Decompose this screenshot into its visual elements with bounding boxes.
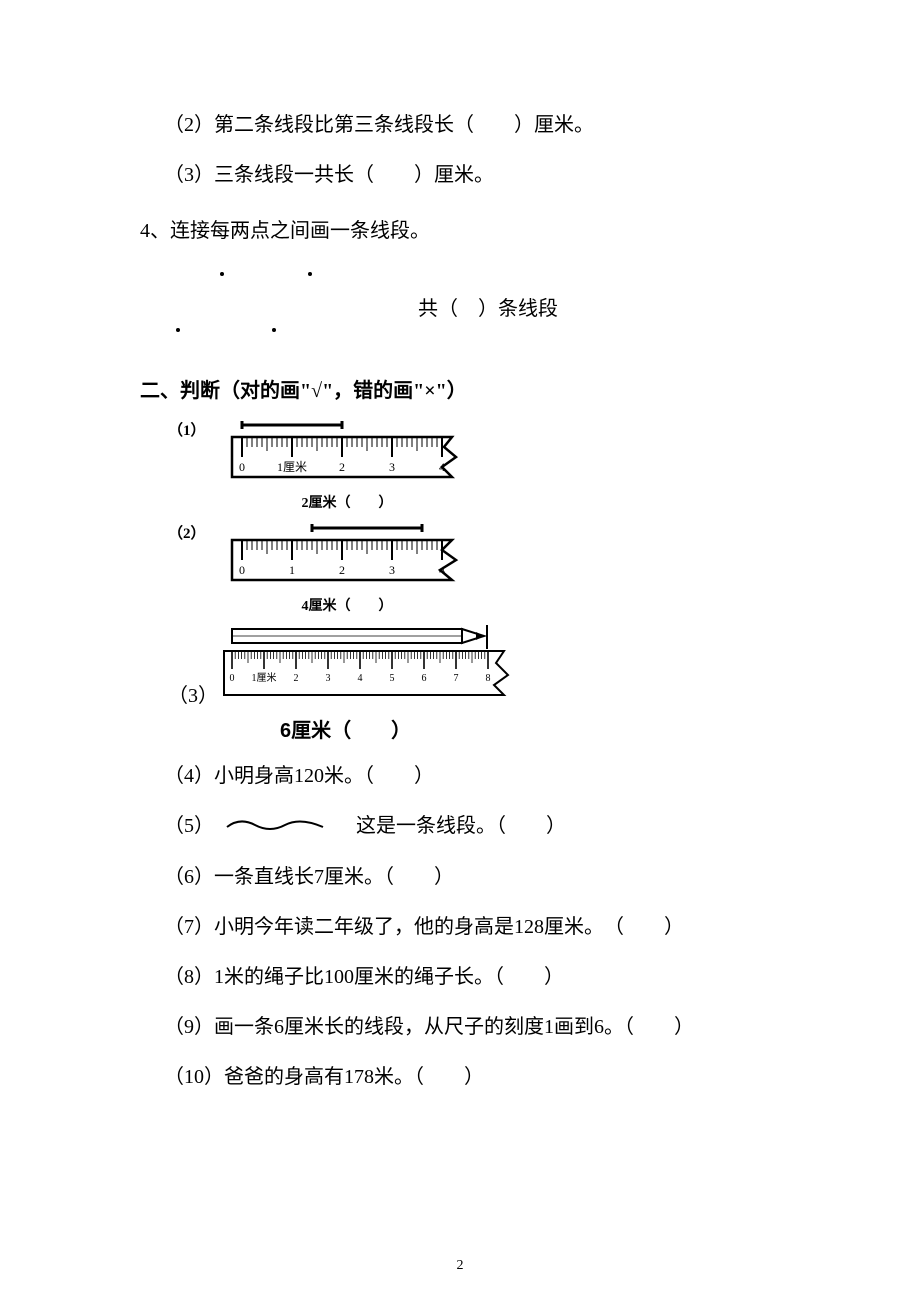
svg-text:3: 3 xyxy=(389,460,395,474)
svg-text:4: 4 xyxy=(439,460,445,474)
ruler-3-index: （3） xyxy=(168,679,218,708)
q3-2-text: （2）第二条线段比第三条线段长（ ）厘米。 xyxy=(164,110,800,140)
judge-6: （6）一条直线长7厘米。（ ） xyxy=(164,862,800,892)
svg-text:8: 8 xyxy=(486,673,491,684)
svg-text:2: 2 xyxy=(339,460,345,474)
svg-text:6: 6 xyxy=(422,673,427,684)
judge-9: （9）画一条6厘米长的线段，从尺子的刻度1画到6。（ ） xyxy=(164,1012,800,1042)
ruler-2-caption: 4厘米（ ） xyxy=(212,595,482,615)
q3-3-text: （3）三条线段一共长（ ）厘米。 xyxy=(164,160,800,190)
ruler-3-block: （3） xyxy=(162,623,482,708)
judge-8: （8）1米的绳子比100厘米的绳子长。（ ） xyxy=(164,962,800,992)
ruler-3-svg: 0 1厘米 2 3 4 5 6 7 8 xyxy=(212,623,512,703)
q4-title: 4、连接每两点之间画一条线段。 xyxy=(140,216,800,246)
svg-text:0: 0 xyxy=(239,563,245,577)
svg-text:1厘米: 1厘米 xyxy=(252,671,277,684)
svg-text:3: 3 xyxy=(326,673,331,684)
svg-text:2: 2 xyxy=(294,673,299,684)
q4-dot xyxy=(308,272,312,276)
judge-10: （10）爸爸的身高有178米。（ ） xyxy=(164,1062,800,1092)
wavy-line-icon xyxy=(225,812,325,842)
ruler-3-caption: 6厘米（ ） xyxy=(280,714,800,743)
ruler-1-label1: 1厘米 xyxy=(277,460,307,474)
judge-4: （4）小明身高120米。（ ） xyxy=(164,761,800,791)
q4-right-label: 共（ ）条线段 xyxy=(418,292,558,321)
judge-5-post: 这是一条线段。（ ） xyxy=(336,815,566,837)
ruler-1-index: （1） xyxy=(168,419,206,440)
worksheet-page: （2）第二条线段比第三条线段长（ ）厘米。 （3）三条线段一共长（ ）厘米。 4… xyxy=(0,0,920,1302)
svg-text:4: 4 xyxy=(439,563,445,577)
ruler-1-block: （1） xyxy=(162,417,482,518)
ruler-2-svg: 0 1 2 3 4 xyxy=(212,520,462,592)
q4-figure-row: 共（ ）条线段 xyxy=(140,266,800,346)
page-number: 2 xyxy=(0,1258,920,1274)
svg-text:0: 0 xyxy=(239,460,245,474)
svg-text:4: 4 xyxy=(358,673,363,684)
judge-7: （7）小明今年读二年级了，他的身高是128厘米。 （ ） xyxy=(164,912,800,942)
svg-text:3: 3 xyxy=(389,563,395,577)
ruler-2-block: （2） xyxy=(162,520,482,621)
svg-text:0: 0 xyxy=(230,673,235,684)
q4-dots-area xyxy=(158,266,358,346)
q4-dot xyxy=(220,272,224,276)
ruler-2-index: （2） xyxy=(168,522,206,543)
section2-title: 二、判断（对的画"√"，错的画"×"） xyxy=(140,374,800,403)
judge-5-pre: （5） xyxy=(164,815,214,837)
svg-text:7: 7 xyxy=(454,673,459,684)
ruler-1-svg: 0 1厘米 2 3 4 xyxy=(212,417,462,489)
ruler-1-caption: 2厘米（ ） xyxy=(212,492,482,512)
svg-text:2: 2 xyxy=(339,563,345,577)
pencil-icon xyxy=(232,629,484,643)
q4-dot xyxy=(176,328,180,332)
svg-text:1: 1 xyxy=(289,563,295,577)
svg-text:5: 5 xyxy=(390,673,395,684)
ruler-figures: （1） xyxy=(162,417,482,708)
q4-dot xyxy=(272,328,276,332)
judge-5: （5） 这是一条线段。（ ） xyxy=(164,811,800,842)
